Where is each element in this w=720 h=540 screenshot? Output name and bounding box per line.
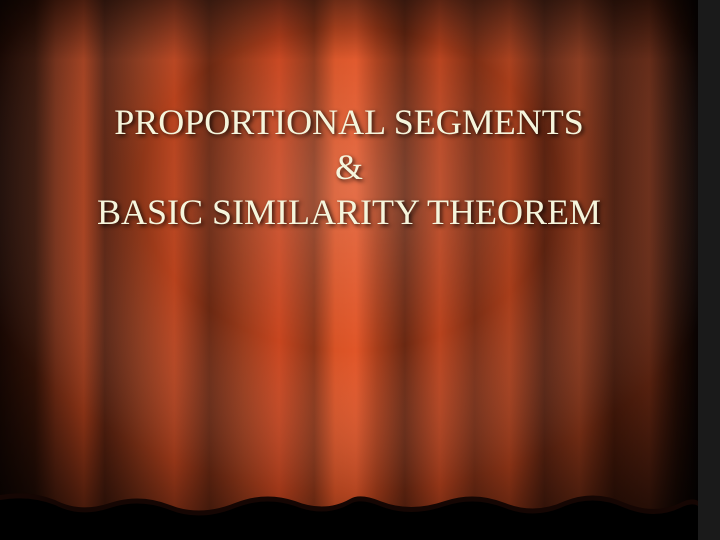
curtain-bottom-swag [0,485,698,540]
title-line-2: & [0,145,698,190]
title-line-1: PROPORTIONAL SEGMENTS [0,100,698,145]
title-line-3: BASIC SIMILARITY THEOREM [0,190,698,235]
side-bar [698,0,720,540]
title-container: PROPORTIONAL SEGMENTS & BASIC SIMILARITY… [0,100,698,235]
slide-container: PROPORTIONAL SEGMENTS & BASIC SIMILARITY… [0,0,698,540]
curtain-background [0,0,698,540]
